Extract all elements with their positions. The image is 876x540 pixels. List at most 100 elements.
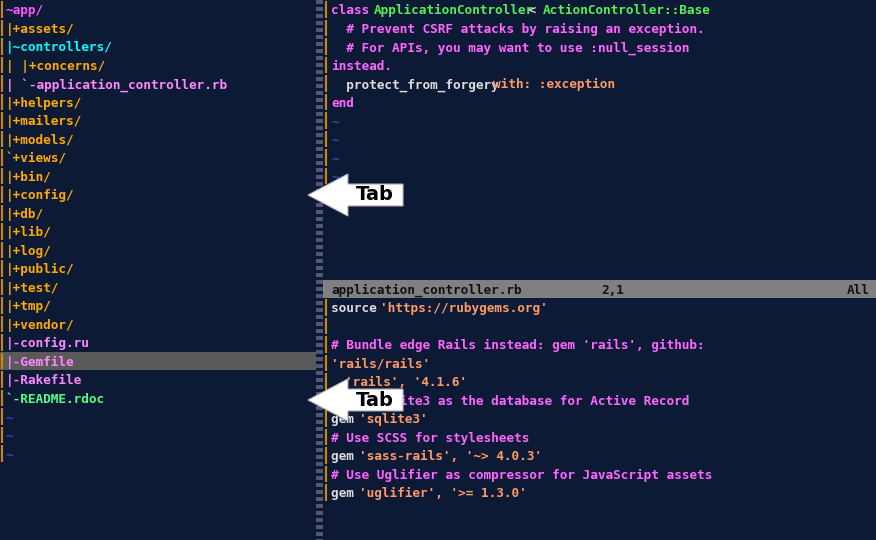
Text: 'uglifier', '>= 1.3.0': 'uglifier', '>= 1.3.0' <box>359 488 527 501</box>
Bar <box>316 294 323 298</box>
Bar <box>316 49 323 53</box>
Bar <box>316 392 323 396</box>
Text: ~: ~ <box>6 448 14 461</box>
Polygon shape <box>308 379 403 421</box>
Text: with: :exception: with: :exception <box>493 78 615 91</box>
Bar <box>316 476 323 480</box>
Bar <box>316 322 323 326</box>
Bar <box>316 189 323 193</box>
Text: All: All <box>847 284 870 297</box>
Bar <box>316 483 323 487</box>
Text: |+db/: |+db/ <box>6 208 44 221</box>
Text: # Use SCSS for stylesheets: # Use SCSS for stylesheets <box>331 432 529 445</box>
Text: |+lib/: |+lib/ <box>6 226 52 239</box>
Bar <box>316 448 323 452</box>
Text: 'rails', '4.1.6': 'rails', '4.1.6' <box>345 376 467 389</box>
Bar <box>316 245 323 249</box>
Bar <box>316 14 323 18</box>
Bar <box>316 420 323 424</box>
Text: |-Gemfile: |-Gemfile <box>6 356 74 369</box>
Text: ~: ~ <box>331 134 339 147</box>
Bar <box>316 336 323 340</box>
Text: source: source <box>331 302 385 315</box>
Bar <box>316 350 323 354</box>
Text: |+public/: |+public/ <box>6 264 74 276</box>
Text: ~: ~ <box>331 116 339 129</box>
Bar <box>316 182 323 186</box>
Text: ActionController::Base: ActionController::Base <box>542 4 710 17</box>
Text: 'sqlite3': 'sqlite3' <box>359 413 427 427</box>
Bar <box>316 231 323 235</box>
Text: | `-application_controller.rb: | `-application_controller.rb <box>6 78 227 92</box>
Bar <box>316 21 323 25</box>
Bar <box>316 287 323 291</box>
Bar <box>316 105 323 109</box>
Bar <box>323 0 876 280</box>
Bar <box>316 175 323 179</box>
Bar <box>316 308 323 312</box>
Bar <box>316 224 323 228</box>
Bar <box>316 133 323 137</box>
Text: ~: ~ <box>331 152 339 165</box>
Bar <box>323 280 876 298</box>
Text: <: < <box>521 4 544 17</box>
Text: Tab: Tab <box>356 186 393 205</box>
Text: |~controllers/: |~controllers/ <box>6 42 113 55</box>
Bar <box>316 532 323 536</box>
Bar <box>316 77 323 81</box>
Bar <box>316 371 323 375</box>
Bar <box>316 518 323 522</box>
Bar <box>0 352 316 370</box>
Bar <box>316 385 323 389</box>
Text: ~: ~ <box>6 411 14 424</box>
Bar <box>316 119 323 123</box>
Text: ApplicationController: ApplicationController <box>373 4 533 17</box>
Bar <box>316 161 323 165</box>
Bar <box>316 91 323 95</box>
Bar <box>316 539 323 540</box>
Text: |+log/: |+log/ <box>6 245 52 258</box>
Text: ~app/: ~app/ <box>6 4 44 17</box>
Text: |+config/: |+config/ <box>6 190 74 202</box>
Text: 'rails/rails': 'rails/rails' <box>331 358 430 371</box>
Text: |+test/: |+test/ <box>6 282 60 295</box>
Bar <box>316 280 323 284</box>
Bar <box>316 259 323 263</box>
Text: ~: ~ <box>331 190 339 202</box>
Bar <box>316 343 323 347</box>
Bar <box>316 252 323 256</box>
Bar <box>316 84 323 88</box>
Bar <box>316 42 323 46</box>
Bar <box>316 315 323 319</box>
Text: application_controller.rb: application_controller.rb <box>331 284 521 298</box>
Bar <box>316 56 323 60</box>
Text: protect_from_forgery: protect_from_forgery <box>331 78 506 92</box>
Text: Tab: Tab <box>356 390 393 409</box>
Text: | |+concerns/: | |+concerns/ <box>6 60 105 73</box>
Bar <box>316 497 323 501</box>
Bar <box>316 35 323 39</box>
Text: gem: gem <box>331 450 362 463</box>
Bar <box>316 70 323 74</box>
Bar <box>316 238 323 242</box>
Text: `+views/: `+views/ <box>6 152 67 165</box>
Bar <box>316 196 323 200</box>
Text: 'https://rubygems.org': 'https://rubygems.org' <box>380 302 548 315</box>
Text: |+mailers/: |+mailers/ <box>6 116 82 129</box>
Bar <box>316 112 323 116</box>
Text: |+vendor/: |+vendor/ <box>6 319 74 332</box>
Text: # Use Uglifier as compressor for JavaScript assets: # Use Uglifier as compressor for JavaScr… <box>331 469 712 482</box>
Bar <box>316 168 323 172</box>
Bar <box>316 399 323 403</box>
Text: `-README.rdoc: `-README.rdoc <box>6 393 105 406</box>
Bar <box>316 406 323 410</box>
Bar <box>316 154 323 158</box>
Bar <box>316 378 323 382</box>
Text: end: end <box>331 97 354 110</box>
Text: instead.: instead. <box>331 60 392 73</box>
Text: |-config.ru: |-config.ru <box>6 338 90 350</box>
Text: |+helpers/: |+helpers/ <box>6 97 82 110</box>
Bar <box>316 203 323 207</box>
Text: gem: gem <box>331 488 362 501</box>
Polygon shape <box>308 174 403 216</box>
